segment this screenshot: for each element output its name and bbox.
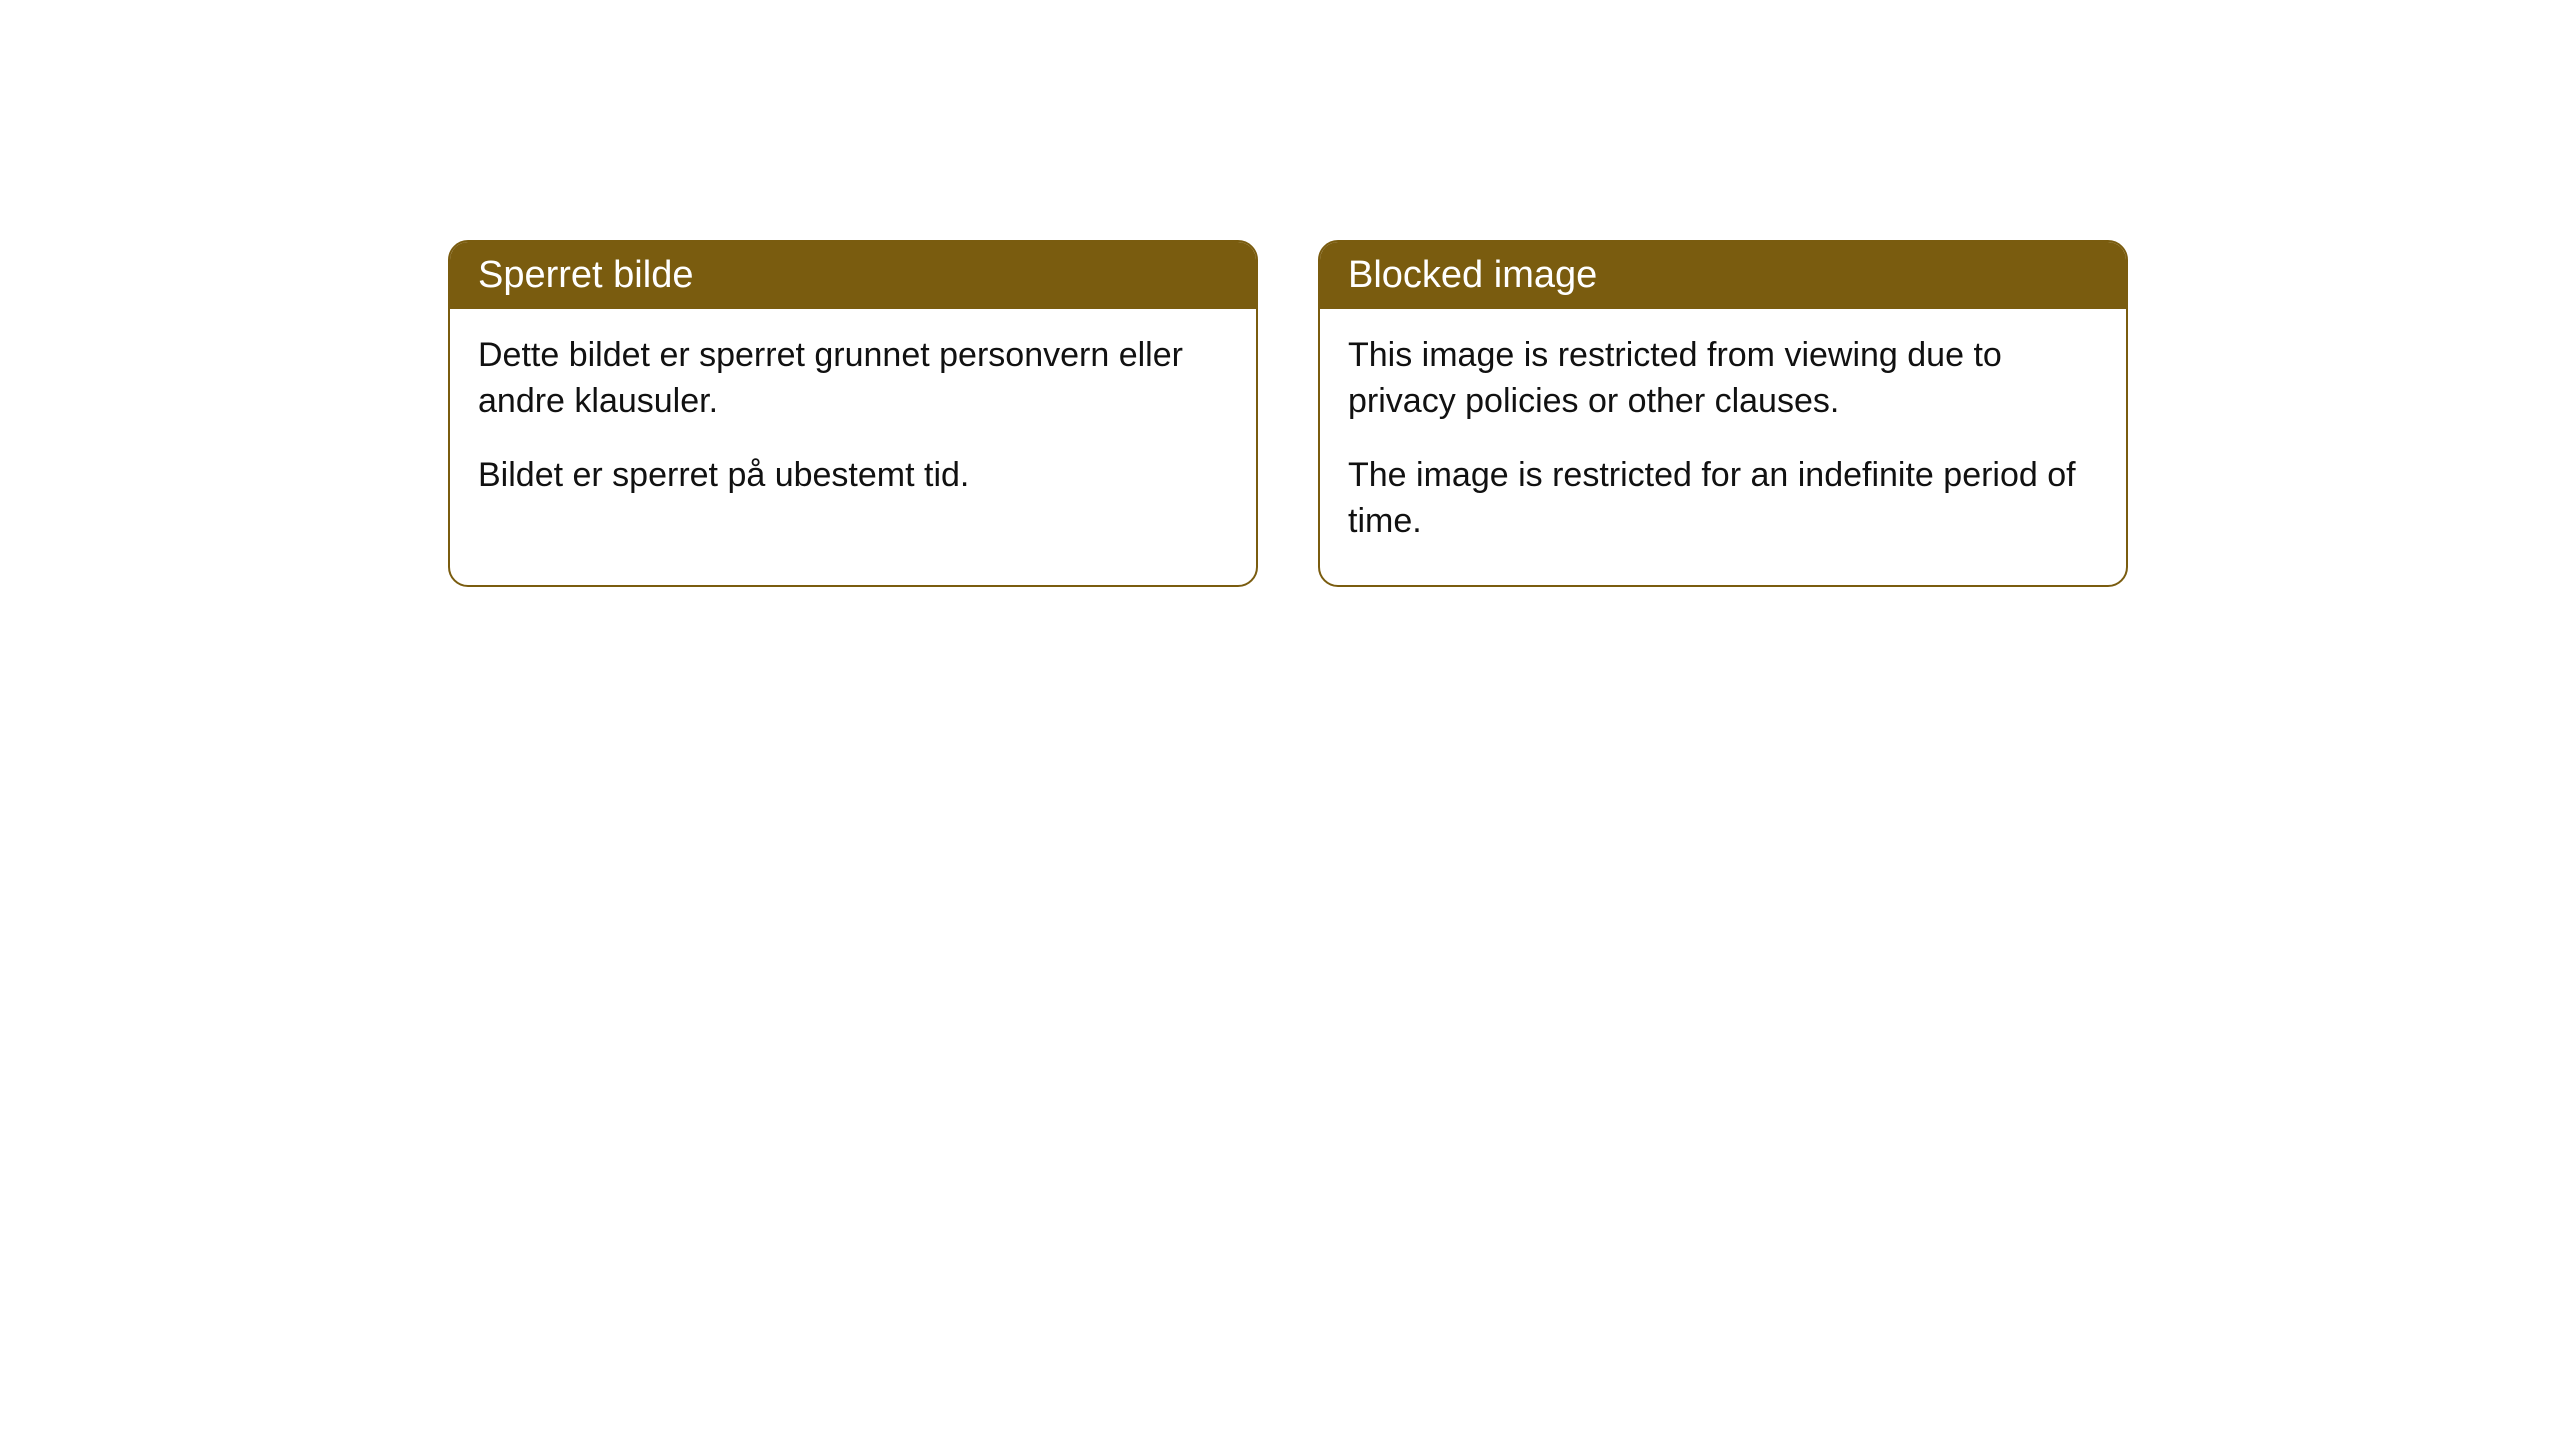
card-paragraph: Dette bildet er sperret grunnet personve… — [478, 333, 1228, 425]
blocked-image-card-norwegian: Sperret bilde Dette bildet er sperret gr… — [448, 240, 1258, 587]
card-body: Dette bildet er sperret grunnet personve… — [450, 309, 1256, 539]
card-paragraph: The image is restricted for an indefinit… — [1348, 453, 2098, 545]
card-title: Sperret bilde — [478, 254, 693, 296]
card-paragraph: Bildet er sperret på ubestemt tid. — [478, 453, 1228, 499]
card-paragraph: This image is restricted from viewing du… — [1348, 333, 2098, 425]
notice-cards-container: Sperret bilde Dette bildet er sperret gr… — [448, 240, 2128, 587]
blocked-image-card-english: Blocked image This image is restricted f… — [1318, 240, 2128, 587]
card-title: Blocked image — [1348, 254, 1597, 296]
card-header: Sperret bilde — [450, 242, 1256, 309]
card-body: This image is restricted from viewing du… — [1320, 309, 2126, 585]
card-header: Blocked image — [1320, 242, 2126, 309]
